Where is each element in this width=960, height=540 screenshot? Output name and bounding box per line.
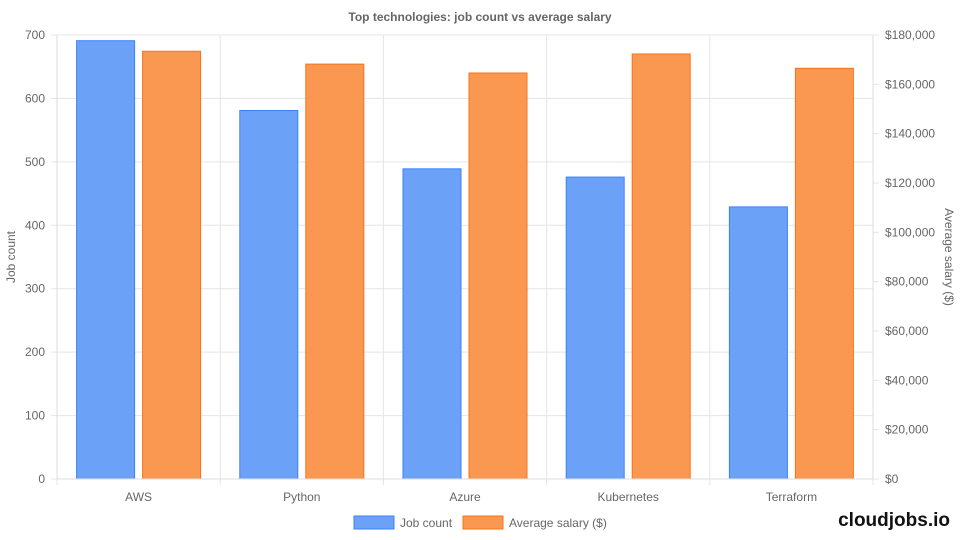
legend-swatch-job-count[interactable] (353, 515, 395, 530)
legend: Job count Average salary ($) (353, 515, 607, 530)
x-tick-label: Azure (449, 490, 481, 504)
y2-tick-label: $20,000 (885, 423, 929, 437)
y2-tick-label: $40,000 (885, 373, 929, 387)
y2-tick-label: $140,000 (885, 127, 935, 141)
bar-job-count (402, 168, 462, 480)
bar-salary (468, 72, 528, 480)
y2-tick-label: $0 (885, 472, 899, 486)
bar-salary (794, 67, 854, 480)
x-tick-label: Terraform (766, 490, 817, 504)
y-tick-label: 500 (25, 155, 45, 169)
bar-job-count (728, 206, 788, 480)
brand-logo: cloudjobs.io (838, 510, 950, 531)
y2-tick-label: $100,000 (885, 225, 935, 239)
y-axis-label: Job count (4, 230, 18, 283)
y-tick-label: 700 (25, 28, 45, 42)
bar-salary (631, 53, 691, 480)
y-tick-label: 0 (38, 472, 45, 486)
chart-title: Top technologies: job count vs average s… (348, 10, 612, 24)
legend-label-job-count[interactable]: Job count (400, 516, 453, 530)
bar-job-count (239, 109, 299, 480)
x-tick-label: AWS (125, 490, 152, 504)
y-tick-label: 200 (25, 345, 45, 359)
y-tick-label: 100 (25, 409, 45, 423)
y2-tick-label: $160,000 (885, 77, 935, 91)
bar-job-count (76, 40, 136, 480)
y-tick-label: 400 (25, 218, 45, 232)
y2-tick-label: $180,000 (885, 28, 935, 42)
legend-label-salary[interactable]: Average salary ($) (509, 516, 607, 530)
y-tick-label: 600 (25, 91, 45, 105)
y2-tick-label: $80,000 (885, 275, 929, 289)
y2-axis-label: Average salary ($) (942, 208, 956, 306)
x-tick-label: Kubernetes (598, 490, 659, 504)
y2-tick-label: $60,000 (885, 324, 929, 338)
y2-tick-label: $120,000 (885, 176, 935, 190)
bar-salary (305, 63, 365, 480)
legend-swatch-salary[interactable] (462, 515, 504, 530)
x-tick-label: Python (283, 490, 320, 504)
bar-salary (142, 50, 202, 480)
bar-job-count (565, 176, 625, 480)
y-tick-label: 300 (25, 282, 45, 296)
